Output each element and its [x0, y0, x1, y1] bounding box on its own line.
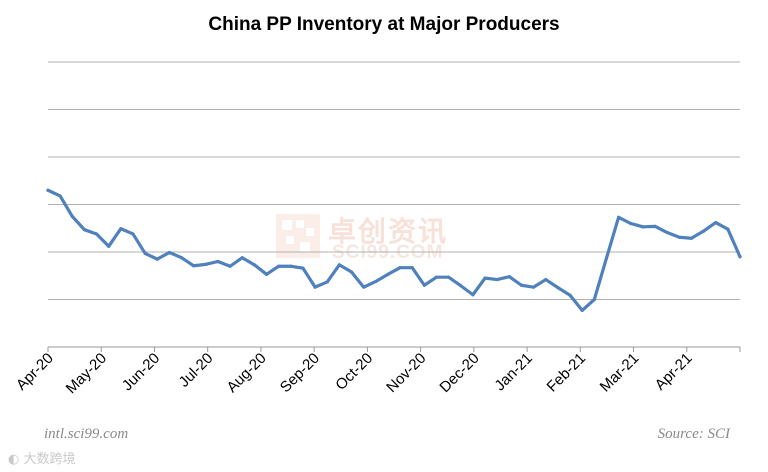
x-tick-label: Feb-21 — [544, 350, 590, 396]
data-point — [264, 272, 269, 276]
data-point — [434, 275, 439, 279]
bottom-logo-icon: ◐ — [8, 452, 20, 467]
x-tick-label: Mar-21 — [597, 350, 643, 396]
data-point — [240, 256, 244, 260]
data-point — [386, 272, 390, 276]
data-point — [507, 275, 511, 279]
data-point — [58, 194, 62, 198]
site-url-text: intl.sci99.com — [44, 426, 129, 442]
bottom-watermark-logo: ◐ 大数跨境 — [8, 448, 76, 467]
data-point — [252, 263, 256, 267]
data-point — [301, 266, 305, 270]
data-point — [337, 263, 341, 267]
data-point — [82, 228, 87, 232]
data-point — [192, 264, 196, 268]
data-point — [653, 224, 657, 228]
data-point — [447, 275, 451, 279]
series-layer — [46, 188, 742, 313]
x-tick-label: Nov-20 — [383, 350, 429, 396]
data-point — [204, 262, 208, 266]
x-tick-label: Aug-20 — [224, 350, 270, 396]
x-tick-label: Dec-20 — [436, 350, 482, 396]
data-point — [228, 264, 232, 268]
data-point — [155, 257, 159, 261]
data-point — [70, 214, 74, 218]
data-point — [179, 256, 184, 260]
series-line-1 — [46, 188, 742, 313]
data-point — [313, 285, 317, 289]
data-point — [362, 285, 366, 289]
data-point — [544, 277, 548, 282]
x-tick-label: May-20 — [63, 350, 110, 397]
data-point — [131, 232, 135, 236]
data-point — [119, 227, 123, 231]
data-point — [410, 266, 414, 270]
source-text: Source: SCI — [657, 426, 730, 442]
data-point — [726, 227, 730, 231]
data-point — [629, 221, 633, 226]
data-point — [374, 279, 378, 284]
data-point — [665, 230, 669, 235]
bottom-logo-text: 大数跨境 — [23, 452, 76, 467]
watermark-cn-text: 卓创资讯 — [328, 215, 449, 248]
x-tick-label: Oct-20 — [332, 350, 376, 394]
data-point — [519, 283, 524, 287]
data-point — [568, 293, 572, 297]
data-point — [277, 264, 281, 268]
data-point — [349, 270, 354, 274]
data-point — [143, 251, 147, 256]
data-point — [580, 308, 584, 313]
data-point — [398, 266, 402, 270]
data-point — [701, 229, 706, 233]
data-point — [107, 244, 111, 248]
data-point — [422, 283, 426, 287]
x-tick-label: Sep-20 — [277, 350, 323, 396]
data-point — [46, 188, 50, 192]
data-point — [641, 225, 645, 229]
data-point — [483, 276, 487, 280]
watermark: 卓创资讯 SCI99.COM — [276, 210, 496, 263]
x-tick-label: Jul-20 — [176, 350, 217, 391]
x-tick-labels: Apr-20 May-20 Jun-20 Jul-20 Aug-20 Sep-20 Oct-… — [13, 350, 696, 397]
x-axis — [47, 346, 741, 352]
data-point — [167, 250, 172, 255]
data-point — [459, 284, 463, 288]
data-point — [616, 215, 621, 219]
data-point — [738, 255, 742, 259]
data-point — [289, 264, 293, 268]
chart-title: China PP Inventory at Major Producers — [208, 14, 560, 35]
x-tick-label: Jun-20 — [119, 350, 163, 394]
data-point — [714, 220, 718, 225]
x-tick-label: Jan-21 — [491, 350, 535, 394]
data-point — [216, 259, 220, 264]
gridlines — [48, 61, 740, 300]
data-point — [604, 256, 609, 260]
data-point — [556, 286, 560, 290]
data-point — [325, 280, 329, 284]
data-point — [532, 285, 536, 289]
data-point — [677, 235, 681, 239]
x-tick-label: Apr-21 — [652, 350, 696, 394]
watermark-logo-icon — [276, 214, 320, 258]
data-point — [592, 297, 596, 302]
data-point — [495, 277, 499, 282]
data-point — [94, 232, 99, 236]
data-point — [689, 236, 694, 240]
x-tick-label: Apr-20 — [13, 350, 57, 394]
data-point — [471, 293, 475, 297]
